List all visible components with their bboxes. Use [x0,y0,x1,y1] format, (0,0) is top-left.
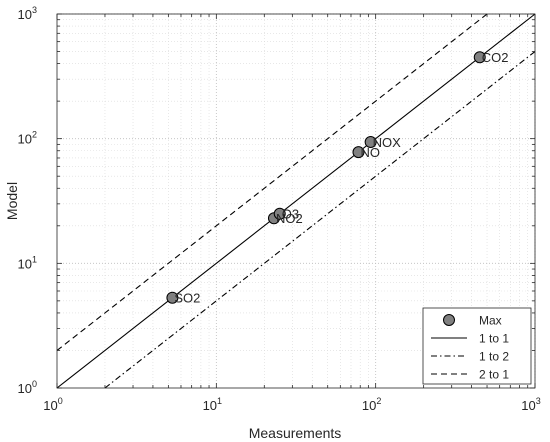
legend[interactable]: Max 1 to 1 1 to 2 2 to 1 [422,307,532,385]
legend-entry-label: 2 to 1 [479,368,509,382]
y-tick-label-base: 10 [18,7,32,22]
legend-entry-label: 1 to 2 [479,350,509,364]
plot-frame [56,13,536,389]
y-tick-label-base: 10 [18,132,32,147]
series-line-1-to-2 [104,51,536,389]
y-tick-label-base: 10 [18,256,32,271]
x-tick-label-exponent: 1 [217,396,222,406]
y-tick-label-exponent: 0 [32,379,37,389]
data-label-NO2: NO2 [276,211,303,226]
legend-marker-icon [443,314,455,326]
legend-box [422,307,532,385]
x-tick-label: 102 [362,396,381,413]
y-tick-label: 103 [18,5,37,22]
data-label-O3: O3 [282,207,299,222]
reference-lines [56,13,536,389]
series-line-1-to-1 [56,13,536,389]
data-point-SO2 [166,291,179,304]
axis-ticks [56,13,536,389]
y-axis-label: Model [4,182,20,220]
legend-entry-label: 1 to 1 [479,332,509,346]
y-tick-label-exponent: 1 [32,254,37,264]
y-tick-label-exponent: 2 [32,130,37,140]
grid [57,13,536,388]
data-point-O3 [273,207,286,220]
x-tick-label-base: 10 [43,398,57,413]
data-label-SO2: SO2 [174,291,200,306]
y-tick-label-base: 10 [18,381,32,396]
data-label-NO: NO [360,145,380,160]
data-points [166,51,486,304]
x-tick-label-exponent: 0 [58,396,63,406]
x-tick-label-base: 10 [203,398,217,413]
legend-entry-label: Max [479,314,502,328]
data-point-CO2 [473,51,486,64]
x-axis-label: Measurements [249,425,342,441]
x-tick-label-base: 10 [521,398,535,413]
x-tick-label: 100 [43,396,62,413]
x-tick-label: 101 [203,396,222,413]
y-tick-label: 100 [18,379,37,396]
data-label-CO2: CO2 [482,50,509,65]
data-point-NOX [364,136,377,149]
data-point-NO [352,146,365,159]
x-tick-label-base: 10 [362,398,376,413]
x-tick-label-exponent: 2 [376,396,381,406]
x-tick-label: 103 [521,396,540,413]
y-tick-label-exponent: 3 [32,5,37,15]
data-label-NOX: NOX [373,135,402,150]
x-tick-label-exponent: 3 [536,396,541,406]
series-line-2-to-1 [56,13,488,351]
y-tick-label: 101 [18,254,37,271]
y-tick-label: 102 [18,130,37,147]
